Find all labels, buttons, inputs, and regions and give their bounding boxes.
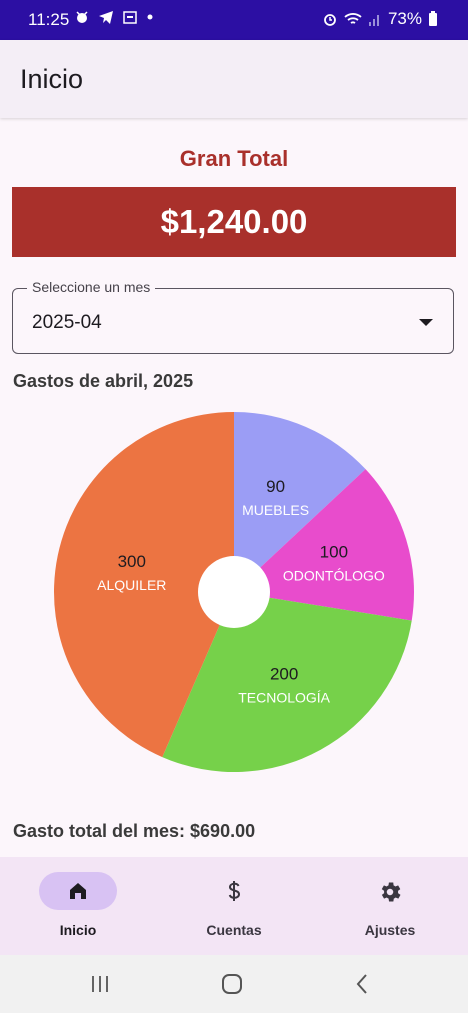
home-button-icon[interactable] xyxy=(220,972,244,996)
pie-value-label: 200 xyxy=(270,665,298,684)
pie-center-hole xyxy=(198,556,270,628)
notification-icons xyxy=(74,9,154,25)
nav-item-cuentas[interactable]: Cuentas xyxy=(156,857,312,955)
nav-label-ajustes: Ajustes xyxy=(364,922,416,938)
dot-icon xyxy=(147,14,153,20)
month-select[interactable]: Seleccione un mes 2025-04 xyxy=(12,279,454,354)
status-bar: 11:25 73% xyxy=(0,0,468,40)
grand-total-title: Gran Total xyxy=(179,146,289,171)
grand-total-value: $1,240.00 xyxy=(160,203,308,240)
pie-category-label: ODONTÓLOGO xyxy=(283,568,385,584)
system-navigation-bar xyxy=(0,955,468,1013)
battery-percent: 73% xyxy=(387,9,422,28)
month-select-value: 2025-04 xyxy=(32,312,102,333)
home-icon xyxy=(0,879,156,908)
nav-label-cuentas: Cuentas xyxy=(206,922,262,938)
dollar-icon xyxy=(156,879,312,908)
nav-label-inicio: Inicio xyxy=(59,922,97,938)
recents-icon[interactable] xyxy=(88,974,112,994)
pie-category-label: TECNOLOGÍA xyxy=(238,690,330,706)
pie-value-label: 300 xyxy=(118,552,146,571)
pie-slice-alquiler xyxy=(54,412,235,758)
chevron-down-icon xyxy=(419,319,433,326)
nav-item-ajustes[interactable]: Ajustes xyxy=(312,857,468,955)
pie-slice-odontólogo xyxy=(234,469,414,621)
expense-pie-chart: 90 MUEBLES 100 ODONTÓLOGO 200 TECNOLOGÍA 300 AL… xyxy=(54,412,414,772)
month-total: Gasto total del mes: $690.00 xyxy=(13,821,256,841)
month-select-label: Seleccione un mes xyxy=(27,279,156,295)
status-time: 11:25 xyxy=(28,10,70,29)
battery-icon xyxy=(429,11,437,26)
system-icons: 73% xyxy=(322,9,438,29)
signal-icon xyxy=(368,15,379,26)
bug-notification-icon xyxy=(76,11,88,23)
alarm-icon xyxy=(324,14,336,26)
gear-icon xyxy=(312,879,468,910)
month-heading: Gastos de abril, 2025 xyxy=(13,371,194,391)
pie-slice-muebles xyxy=(234,412,366,592)
wifi-icon xyxy=(344,13,362,24)
nav-item-inicio[interactable]: Inicio xyxy=(0,857,156,955)
page-title: Inicio xyxy=(20,64,84,94)
bottom-navigation: Inicio Cuentas Ajustes xyxy=(0,857,468,955)
pie-category-label: MUEBLES xyxy=(242,502,309,518)
app-bar: Inicio xyxy=(0,40,468,118)
back-icon[interactable] xyxy=(354,973,370,995)
pie-value-label: 100 xyxy=(320,543,348,562)
pie-value-label: 90 xyxy=(266,477,285,496)
telegram-icon xyxy=(99,11,113,24)
pie-category-label: ALQUILER xyxy=(97,577,166,593)
grand-total-box: $1,240.00 xyxy=(12,187,456,257)
pie-slice-tecnología xyxy=(162,592,412,772)
calendar-icon xyxy=(123,11,137,24)
